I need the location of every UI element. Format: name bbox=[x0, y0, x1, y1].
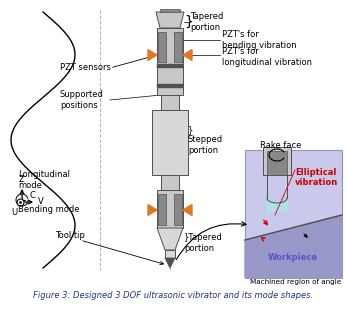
Text: }Tapered
portion: }Tapered portion bbox=[184, 233, 223, 253]
Text: PZT's for
bending vibration: PZT's for bending vibration bbox=[222, 30, 297, 50]
Bar bbox=[161, 175, 179, 190]
Text: Tool tip: Tool tip bbox=[55, 231, 85, 240]
Bar bbox=[157, 190, 183, 228]
Bar bbox=[157, 84, 183, 88]
Bar bbox=[157, 64, 183, 68]
Polygon shape bbox=[148, 50, 157, 61]
Text: U: U bbox=[11, 208, 17, 217]
Text: Supported
positions: Supported positions bbox=[60, 90, 104, 110]
Bar bbox=[165, 250, 175, 258]
Polygon shape bbox=[148, 205, 157, 215]
Text: Z: Z bbox=[19, 175, 25, 184]
Text: Longitudinal
mode: Longitudinal mode bbox=[18, 170, 70, 190]
Polygon shape bbox=[183, 50, 192, 61]
Polygon shape bbox=[245, 215, 342, 278]
Polygon shape bbox=[165, 258, 175, 268]
Text: V: V bbox=[38, 197, 44, 207]
Bar bbox=[160, 9, 180, 12]
Bar bbox=[161, 95, 179, 110]
Polygon shape bbox=[157, 228, 183, 250]
Text: Rake face: Rake face bbox=[260, 140, 302, 149]
Text: }: } bbox=[184, 15, 193, 29]
Bar bbox=[263, 147, 291, 175]
Text: Machined region of angle: Machined region of angle bbox=[250, 279, 341, 285]
Bar bbox=[158, 32, 166, 62]
Bar bbox=[174, 32, 182, 62]
Text: PZT's for
longitudinal vibration: PZT's for longitudinal vibration bbox=[222, 47, 312, 67]
Text: Tapered
portion: Tapered portion bbox=[190, 12, 223, 32]
Bar bbox=[157, 28, 183, 95]
Text: Figure 3: Designed 3 DOF ultrasonic vibrator and its mode shapes.: Figure 3: Designed 3 DOF ultrasonic vibr… bbox=[33, 290, 313, 300]
Bar bbox=[267, 151, 287, 175]
Bar bbox=[158, 194, 166, 225]
Bar bbox=[152, 110, 188, 175]
Polygon shape bbox=[156, 12, 184, 28]
Bar bbox=[245, 150, 342, 278]
Text: Elliptical
vibration: Elliptical vibration bbox=[295, 168, 338, 188]
Bar bbox=[174, 194, 182, 225]
Text: C: C bbox=[30, 191, 36, 199]
Text: }
Stepped
portion: } Stepped portion bbox=[188, 125, 223, 155]
Text: PZT sensors: PZT sensors bbox=[60, 64, 111, 72]
Text: Bending mode: Bending mode bbox=[18, 206, 79, 215]
Text: Workpiece: Workpiece bbox=[268, 253, 318, 262]
Polygon shape bbox=[183, 205, 192, 215]
